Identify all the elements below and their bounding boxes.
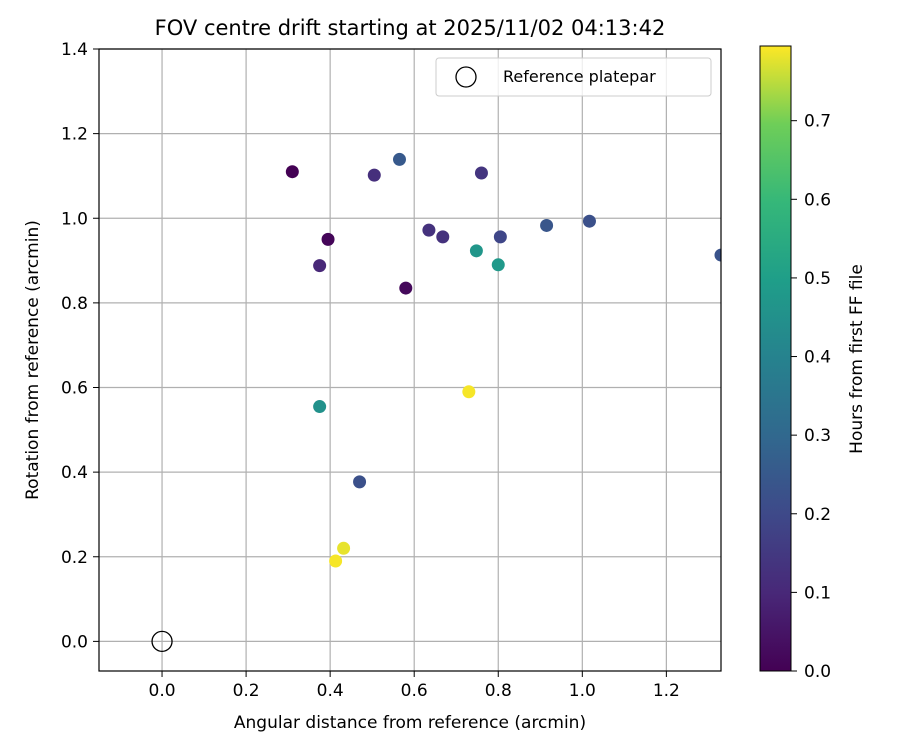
x-tick-label: 0.2	[233, 681, 260, 701]
y-axis-label: Rotation from reference (arcmin)	[23, 220, 43, 500]
colorbar-gradient	[759, 45, 792, 672]
data-point	[493, 230, 507, 244]
y-tick-label: 0.0	[61, 632, 88, 652]
x-tick-label: 0.8	[485, 681, 512, 701]
legend-box	[435, 57, 712, 97]
data-point	[285, 165, 299, 179]
x-axis-label: Angular distance from reference (arcmin)	[234, 713, 586, 733]
x-tick-label: 1.0	[569, 681, 596, 701]
points-layer	[285, 152, 721, 568]
data-point	[313, 400, 327, 414]
colorbar-label: Hours from first FF file	[847, 264, 867, 454]
data-point	[469, 244, 483, 258]
data-point	[436, 230, 450, 244]
x-axis-ticks: 0.0 0.2 0.4 0.6 0.8 1.0 1.2	[149, 671, 680, 701]
data-point	[491, 258, 505, 272]
plot-frame	[98, 48, 722, 672]
colorbar-tick-label: 0.4	[804, 348, 831, 368]
colorbar-tick-label: 0.6	[804, 190, 831, 210]
y-tick-label: 0.6	[61, 379, 88, 399]
colorbar-tick-label: 0.3	[804, 426, 831, 446]
y-tick-label: 1.2	[61, 125, 88, 145]
y-tick-label: 0.4	[61, 463, 88, 483]
data-point	[462, 385, 476, 399]
x-tick-label: 0.6	[401, 681, 428, 701]
colorbar-ticks: 0.0 0.1 0.2 0.3 0.4 0.5 0.6 0.7	[791, 112, 831, 682]
x-tick-label: 1.2	[653, 681, 680, 701]
data-point	[422, 223, 436, 237]
data-point	[392, 152, 406, 166]
data-point	[313, 259, 327, 273]
data-point	[353, 475, 367, 489]
y-tick-label: 1.4	[61, 40, 88, 60]
y-tick-label: 0.8	[61, 294, 88, 314]
reference-layer	[151, 630, 173, 653]
colorbar-tick-label: 0.0	[804, 662, 831, 682]
y-tick-label: 0.2	[61, 548, 88, 568]
colorbar: 0.0 0.1 0.2 0.3 0.4 0.5 0.6 0.7 Hours from firs…	[759, 45, 867, 682]
data-point	[714, 248, 721, 262]
chart-title: FOV centre drift starting at 2025/11/02 …	[155, 16, 666, 40]
colorbar-tick-label: 0.5	[804, 269, 831, 289]
grid	[99, 48, 721, 671]
colorbar-tick-label: 0.7	[804, 112, 831, 132]
colorbar-tick-label: 0.2	[804, 505, 831, 525]
y-axis-ticks: 0.0 0.2 0.4 0.6 0.8 1.0 1.2 1.4	[61, 40, 99, 652]
x-tick-label: 0.0	[149, 681, 176, 701]
data-point	[321, 232, 335, 246]
x-tick-label: 0.4	[317, 681, 344, 701]
data-point	[474, 166, 488, 180]
data-point	[399, 281, 413, 295]
y-tick-label: 1.0	[61, 209, 88, 229]
reference-platepar-marker	[151, 630, 173, 653]
legend-marker	[455, 66, 477, 88]
data-point	[367, 168, 381, 182]
colorbar-tick-label: 0.1	[804, 583, 831, 603]
data-point	[337, 541, 351, 555]
legend: Reference platepar	[435, 57, 712, 97]
legend-label: Reference platepar	[503, 67, 656, 86]
data-point	[329, 554, 343, 568]
data-point	[540, 218, 554, 232]
data-point	[582, 214, 596, 228]
